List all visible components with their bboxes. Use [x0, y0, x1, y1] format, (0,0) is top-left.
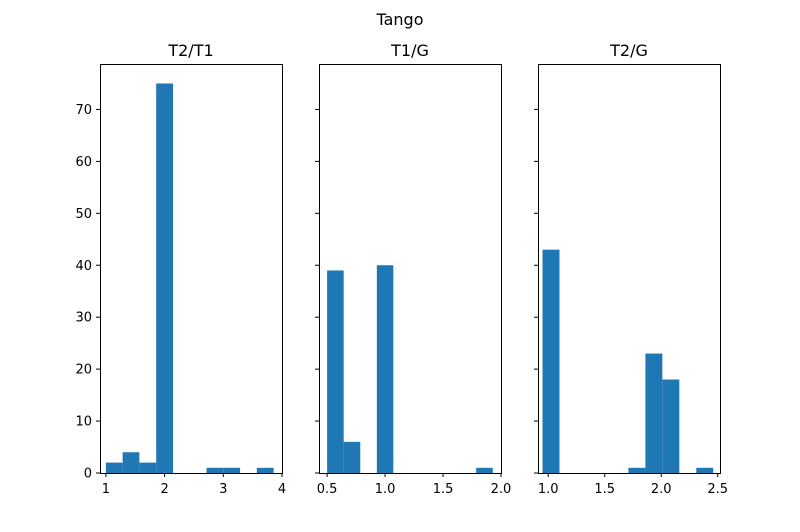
x-tick-label: 1: [102, 482, 110, 497]
y-tick-label: 0: [84, 467, 92, 482]
x-tick-label: 1.5: [433, 482, 454, 497]
axes-frame: [538, 64, 721, 474]
x-tick-label: 1.5: [594, 482, 615, 497]
histogram-bar: [327, 270, 344, 473]
histogram-bar: [476, 467, 493, 473]
x-tick-label: 1.0: [538, 482, 559, 497]
y-tick-label: 60: [75, 155, 92, 170]
histogram-bar: [376, 265, 394, 473]
y-tick-label: 10: [75, 415, 92, 430]
x-tick-label: 1.0: [375, 482, 396, 497]
histogram-panel: T1/G 0.5 1.0 1.5 2.0: [315, 41, 511, 497]
y-tick-label: 30: [75, 311, 92, 326]
axes-frame: [319, 64, 502, 474]
subplot-title: T2/T1: [167, 41, 213, 60]
axes-frame: [100, 64, 283, 474]
histogram-bar: [542, 249, 560, 473]
x-tick-label: 2.0: [491, 482, 512, 497]
histogram-bar: [645, 353, 663, 473]
histogram-bar: [662, 379, 680, 473]
subplot-title: T2/G: [609, 41, 648, 60]
x-tick-label: 3: [219, 482, 227, 497]
x-tick-label: 2.5: [707, 482, 728, 497]
histogram-bar: [696, 467, 714, 473]
histogram-bar: [206, 467, 224, 473]
y-tick-label: 20: [75, 363, 92, 378]
histogram-bar: [628, 467, 646, 473]
histogram-bar: [139, 462, 157, 473]
histogram-bar: [105, 462, 123, 473]
y-tick-label: 40: [75, 259, 92, 274]
x-tick-label: 0.5: [317, 482, 338, 497]
histogram-bar: [223, 467, 241, 473]
subplot-title: T1/G: [390, 41, 429, 60]
x-tick-label: 2: [160, 482, 168, 497]
y-tick-label: 70: [75, 103, 92, 118]
histogram-bar: [256, 467, 274, 473]
x-tick-label: 2.0: [651, 482, 672, 497]
histogram-bar: [156, 83, 173, 473]
histogram-panel: T2/G 1.0 1.5 2.0 2.5: [534, 41, 728, 497]
histogram-bar: [343, 441, 361, 473]
figure-title: Tango: [375, 10, 423, 29]
x-tick-label: 4: [278, 482, 286, 497]
histogram-bar: [122, 452, 140, 473]
y-tick-label: 50: [75, 207, 92, 222]
